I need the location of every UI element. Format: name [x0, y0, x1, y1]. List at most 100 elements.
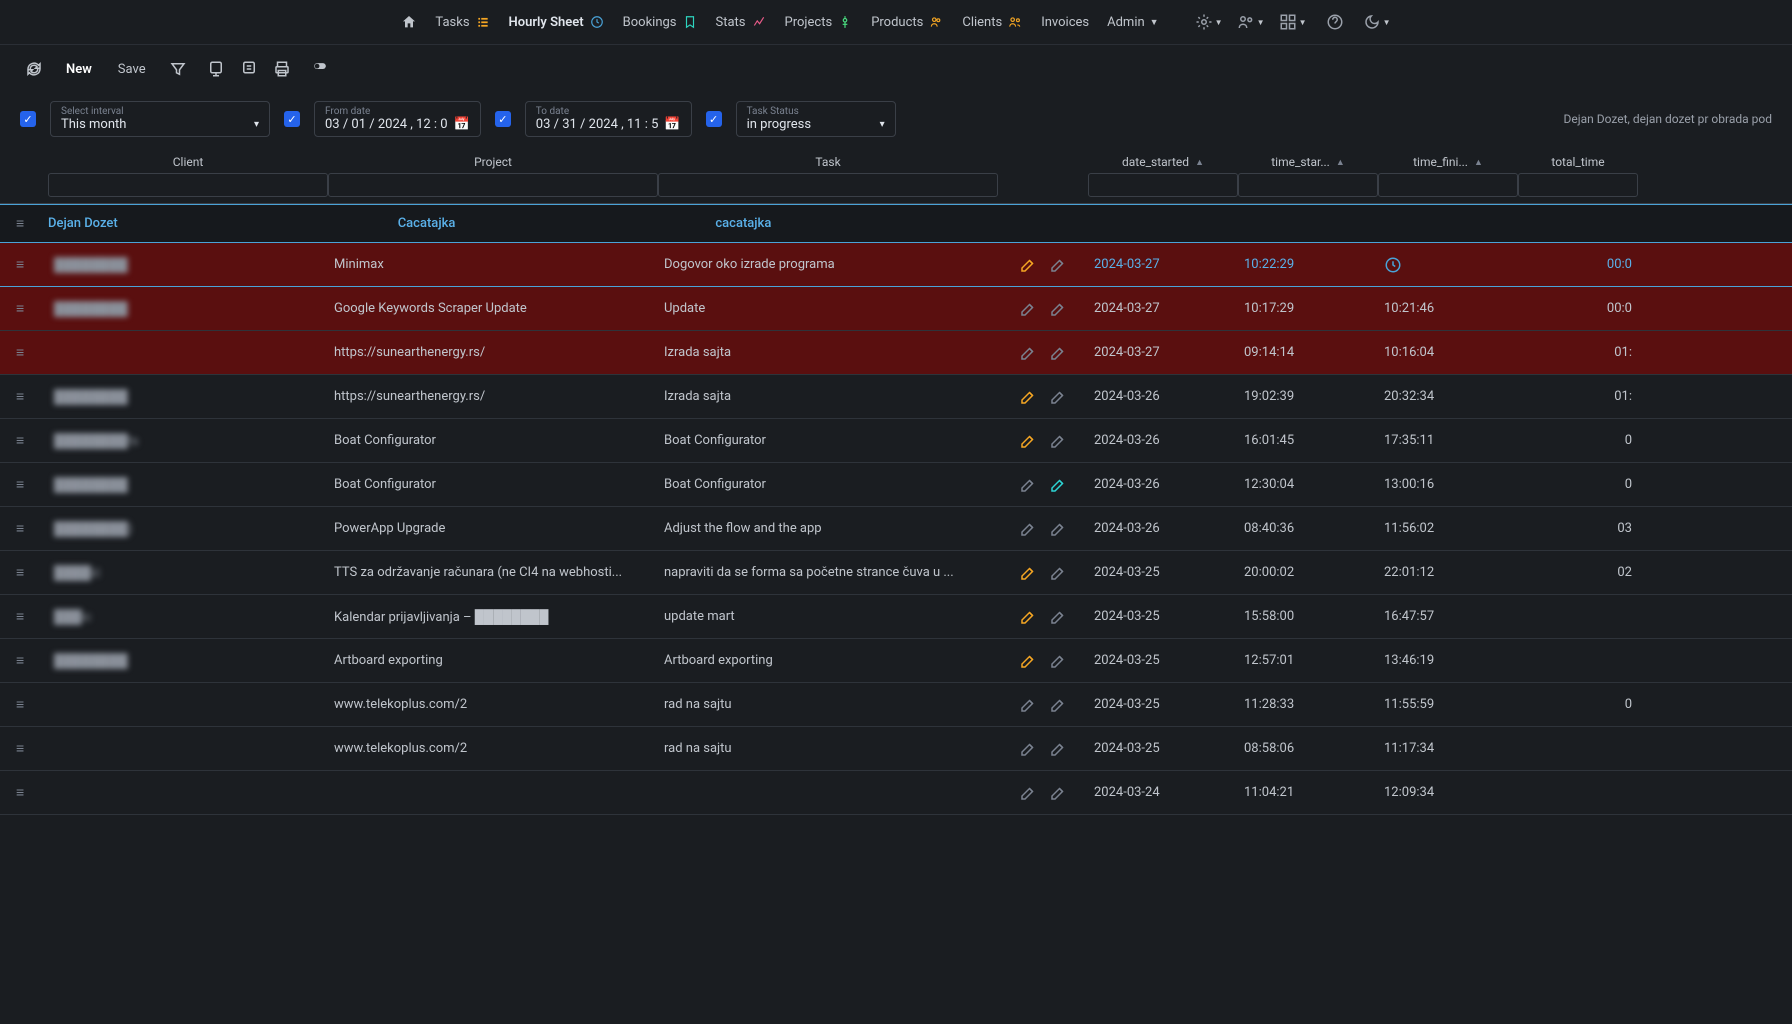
edit-icon[interactable]: [1019, 256, 1037, 274]
drag-handle-icon[interactable]: ≡: [16, 564, 48, 581]
edit-icon[interactable]: [1049, 256, 1067, 274]
edit-icon[interactable]: [1019, 432, 1037, 450]
drag-handle-icon[interactable]: ≡: [16, 476, 48, 493]
sort-icon[interactable]: ▲: [1474, 157, 1483, 168]
drag-handle-icon[interactable]: ≡: [16, 215, 48, 232]
edit-icon[interactable]: [1019, 608, 1037, 626]
cell-project: Artboard exporting: [328, 653, 658, 668]
moon-icon[interactable]: ▼: [1363, 8, 1391, 36]
edit-icon[interactable]: [1019, 564, 1037, 582]
help-icon[interactable]: [1321, 8, 1349, 36]
drag-handle-icon[interactable]: ≡: [16, 608, 48, 625]
drag-handle-icon[interactable]: ≡: [16, 520, 48, 537]
to-date-field[interactable]: To date 03 / 31 / 2024 , 11 : 5📅: [525, 101, 692, 137]
drag-handle-icon[interactable]: ≡: [16, 344, 48, 361]
nav-clients[interactable]: Clients: [962, 14, 1023, 30]
edit-icon[interactable]: [1049, 564, 1067, 582]
nav-products[interactable]: Products: [871, 14, 944, 30]
table-row[interactable]: ≡ www.telekoplus.com/2 rad na sajtu 2024…: [0, 683, 1792, 727]
total-filter-input[interactable]: [1518, 173, 1638, 197]
nav-admin[interactable]: Admin ▼: [1107, 15, 1158, 30]
table-row[interactable]: ≡ https://sunearthenergy.rs/ Izrada sajt…: [0, 331, 1792, 375]
grid-icon[interactable]: ▼: [1279, 8, 1307, 36]
cell-time-start: 20:00:02: [1238, 565, 1378, 580]
status-checkbox[interactable]: ✓: [706, 111, 722, 127]
gear-icon[interactable]: ▼: [1195, 8, 1223, 36]
new-button[interactable]: New: [58, 58, 100, 81]
edit-icon[interactable]: [1049, 784, 1067, 802]
export-2-icon[interactable]: [240, 60, 258, 78]
drag-handle-icon[interactable]: ≡: [16, 740, 48, 757]
nav-projects[interactable]: Projects: [785, 14, 854, 30]
table-row[interactable]: ≡ ████████ Minimax Dogovor oko izrade pr…: [0, 243, 1792, 287]
interval-checkbox[interactable]: ✓: [20, 111, 36, 127]
status-select[interactable]: Task Status in progress▾: [736, 101, 896, 137]
refresh-icon[interactable]: [20, 55, 48, 83]
drag-handle-icon[interactable]: ≡: [16, 256, 48, 273]
table-row[interactable]: ≡ 2024-03-24 11:04:21 12:09:34: [0, 771, 1792, 815]
print-icon[interactable]: [268, 55, 296, 83]
edit-icon[interactable]: [1019, 344, 1037, 362]
edit-icon[interactable]: [1049, 520, 1067, 538]
nav-bookings[interactable]: Bookings: [623, 14, 698, 30]
drag-handle-icon[interactable]: ≡: [16, 432, 48, 449]
sort-icon[interactable]: ▲: [1195, 157, 1204, 168]
tstart-filter-input[interactable]: [1238, 173, 1378, 197]
edit-icon[interactable]: [1049, 476, 1067, 494]
edit-icon[interactable]: [1049, 608, 1067, 626]
edit-icon[interactable]: [1019, 476, 1037, 494]
task-filter-input[interactable]: [658, 173, 998, 197]
toggle-icon[interactable]: [306, 55, 334, 83]
to-checkbox[interactable]: ✓: [495, 111, 511, 127]
table-row[interactable]: ≡ ███ic Kalendar prijavljivanja – ██████…: [0, 595, 1792, 639]
drag-handle-icon[interactable]: ≡: [16, 784, 48, 801]
edit-icon[interactable]: [1019, 520, 1037, 538]
project-filter-input[interactable]: [328, 173, 658, 197]
edit-icon[interactable]: [1019, 388, 1037, 406]
table-row[interactable]: ≡ ████████ts Boat Configurator Boat Conf…: [0, 419, 1792, 463]
export-1-icon[interactable]: [202, 55, 230, 83]
table-row[interactable]: ≡ ████████ Google Keywords Scraper Updat…: [0, 287, 1792, 331]
team-icon[interactable]: ▼: [1237, 8, 1265, 36]
table-row[interactable]: ≡ www.telekoplus.com/2 rad na sajtu 2024…: [0, 727, 1792, 771]
edit-icon[interactable]: [1019, 740, 1037, 758]
edit-icon[interactable]: [1049, 300, 1067, 318]
edit-icon[interactable]: [1019, 784, 1037, 802]
table-row[interactable]: ≡ ████ić TTS za održavanje računara (ne …: [0, 551, 1792, 595]
table-row[interactable]: ≡ ████████ Artboard exporting Artboard e…: [0, 639, 1792, 683]
date-filter-input[interactable]: [1088, 173, 1238, 197]
from-date-field[interactable]: From date 03 / 01 / 2024 , 12 : 0📅: [314, 101, 481, 137]
edit-icon[interactable]: [1049, 652, 1067, 670]
table-row[interactable]: ≡ ████████) PowerApp Upgrade Adjust the …: [0, 507, 1792, 551]
nav-stats[interactable]: Stats: [716, 14, 767, 30]
sort-icon[interactable]: ▲: [1336, 157, 1345, 168]
edit-icon[interactable]: [1049, 432, 1067, 450]
cell-total: 0: [1518, 433, 1638, 448]
table-row[interactable]: ≡ ████████ Boat Configurator Boat Config…: [0, 463, 1792, 507]
edit-icon[interactable]: [1019, 300, 1037, 318]
interval-select[interactable]: Select interval This month▾: [50, 101, 270, 137]
table-row[interactable]: ≡ ████████ https://sunearthenergy.rs/ Iz…: [0, 375, 1792, 419]
edit-icon[interactable]: [1049, 344, 1067, 362]
drag-handle-icon[interactable]: ≡: [16, 300, 48, 317]
nav-invoices[interactable]: Invoices: [1041, 15, 1089, 30]
cell-project: www.telekoplus.com/2: [328, 697, 658, 712]
nav-tasks[interactable]: Tasks: [435, 14, 490, 30]
edit-icon[interactable]: [1049, 388, 1067, 406]
filter-icon[interactable]: [164, 55, 192, 83]
edit-icon[interactable]: [1049, 696, 1067, 714]
group-row-primary[interactable]: ≡ Dejan Dozet Cacatajka cacatajka: [0, 204, 1792, 243]
cell-time-finish: 13:46:19: [1378, 653, 1518, 668]
home-icon[interactable]: [401, 14, 417, 30]
save-button[interactable]: Save: [110, 58, 154, 81]
client-filter-input[interactable]: [48, 173, 328, 197]
tfin-filter-input[interactable]: [1378, 173, 1518, 197]
drag-handle-icon[interactable]: ≡: [16, 388, 48, 405]
from-checkbox[interactable]: ✓: [284, 111, 300, 127]
edit-icon[interactable]: [1019, 696, 1037, 714]
edit-icon[interactable]: [1019, 652, 1037, 670]
edit-icon[interactable]: [1049, 740, 1067, 758]
nav-hourly-sheet[interactable]: Hourly Sheet: [509, 14, 605, 30]
drag-handle-icon[interactable]: ≡: [16, 652, 48, 669]
drag-handle-icon[interactable]: ≡: [16, 696, 48, 713]
